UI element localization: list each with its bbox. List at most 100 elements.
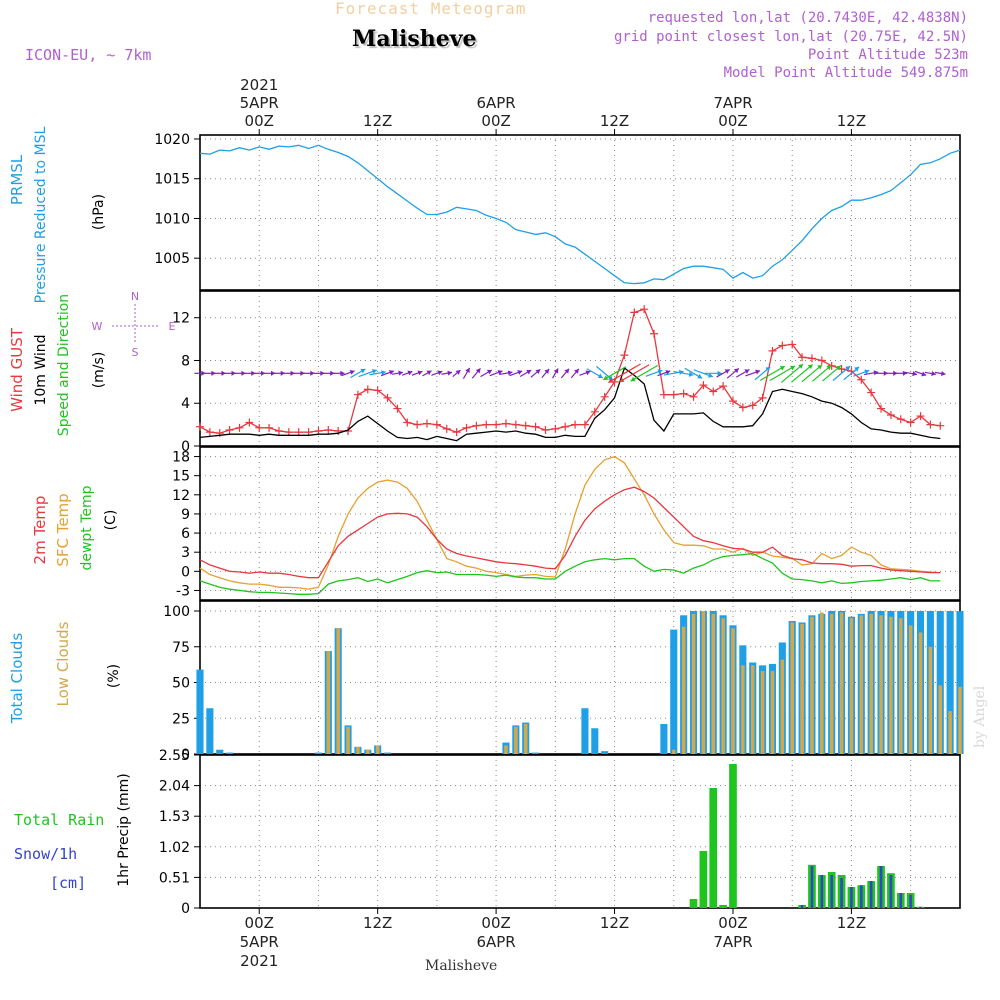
wind-arrow-head xyxy=(290,370,295,376)
total-cloud-bar xyxy=(956,611,964,754)
gust-point-marker xyxy=(561,422,570,431)
clouds-panel-frame xyxy=(199,600,961,755)
bottom-axis-label: 12Z xyxy=(363,914,392,932)
gust-point-marker xyxy=(255,423,264,432)
temperature-ytick-label: -3 xyxy=(176,583,190,599)
low-cloud-bar xyxy=(731,628,735,754)
wind-arrow-head xyxy=(789,365,795,371)
bottom-axis-label: 6APR xyxy=(476,933,515,951)
snow-bar xyxy=(830,875,833,908)
wind-arrow-head xyxy=(447,370,453,376)
wind-arrow-head xyxy=(817,364,823,370)
total-cloud-bar xyxy=(660,723,668,754)
gust-point-marker xyxy=(551,424,560,433)
bottom-axis-label: 7APR xyxy=(713,933,752,951)
top-axis-label: 12Z xyxy=(363,112,392,130)
wind-arrow-head xyxy=(371,369,377,374)
wind-arrow-head xyxy=(381,370,386,376)
snow-bar xyxy=(869,881,873,908)
t2m-label: 2m Temp xyxy=(31,496,49,565)
gust-point-marker xyxy=(393,404,402,413)
top-axis-label: 00Z xyxy=(718,112,747,130)
wind-arrow-head xyxy=(798,364,804,369)
wind-ytick-label: 4 xyxy=(181,396,190,412)
gust-point-marker xyxy=(225,425,234,434)
gust-point-marker xyxy=(600,392,609,401)
gust-point-marker xyxy=(432,420,441,429)
wind-ytick-label: 8 xyxy=(181,353,190,369)
gust-point-marker xyxy=(926,420,935,429)
gust-point-marker xyxy=(452,428,461,437)
grid-point-coords: grid point closest lon,lat (20.75E, 42.5… xyxy=(613,29,968,45)
bottom-axis-label: 2021 xyxy=(240,952,278,970)
bottom-axis-label: 12Z xyxy=(837,914,866,932)
temperature-ytick-label: 6 xyxy=(181,526,190,542)
clouds-ytick-label: 50 xyxy=(172,676,190,692)
wind-direction-arrow xyxy=(619,364,650,383)
wind-arrow-head xyxy=(300,370,305,376)
bottom-location-title: Malisheve xyxy=(425,958,498,974)
low-cloud-bar xyxy=(356,746,360,754)
wind-arrow-head xyxy=(526,370,532,375)
total-cloud-bar xyxy=(226,752,234,754)
gust-point-marker xyxy=(274,427,283,436)
pressure-unit-label: (hPa) xyxy=(91,194,107,230)
low-cloud-bar xyxy=(918,632,923,754)
bottom-axis-label: 12Z xyxy=(600,914,629,932)
wind-arrow-head xyxy=(340,370,345,376)
compass-north: N xyxy=(131,290,139,303)
top-axis-label: 12Z xyxy=(600,112,629,130)
wind-speed-direction-label: Speed and Direction xyxy=(56,294,72,436)
temperature-ytick-label: 9 xyxy=(181,507,190,523)
gust-point-marker xyxy=(501,419,510,428)
gust-point-marker xyxy=(205,428,214,437)
gust-point-marker xyxy=(492,420,501,429)
snow-bar xyxy=(889,875,893,908)
low-cloud-bar xyxy=(839,612,844,754)
top-axis-label: 00Z xyxy=(481,112,510,130)
wind-arrow-head xyxy=(517,370,523,375)
rain-bar xyxy=(689,899,698,908)
wind-direction-arrow xyxy=(791,363,814,383)
gust-point-marker xyxy=(353,390,362,399)
low-cloud-bar xyxy=(701,611,706,754)
top-axis-label: 12Z xyxy=(837,112,866,130)
gust-point-marker xyxy=(788,340,797,349)
low-cloud-bar xyxy=(928,646,933,754)
rain-bar xyxy=(719,905,727,908)
low-cloud-bar xyxy=(760,671,765,754)
total-cloud-bar xyxy=(216,749,224,754)
low-cloud-bar xyxy=(336,628,340,754)
snow-bar xyxy=(879,866,883,908)
gust-point-marker xyxy=(482,420,491,429)
snow-unit-label: [cm] xyxy=(50,874,86,892)
dewpoint-series-line xyxy=(199,552,941,595)
wind-10m-label: 10m Wind xyxy=(33,334,49,405)
precip-ytick-label: 2.55 xyxy=(159,748,190,764)
rain-bar xyxy=(699,851,708,908)
gust-point-marker xyxy=(906,418,915,427)
gust-point-marker xyxy=(896,415,905,424)
low-cloud-bar xyxy=(938,685,943,754)
wind-panel-frame xyxy=(199,290,961,447)
sfc-temp-series-line xyxy=(199,455,941,590)
gust-point-marker xyxy=(659,390,668,399)
rain-bar xyxy=(709,788,718,908)
temperature-panel-frame xyxy=(199,446,961,601)
low-cloud-bar xyxy=(780,659,785,754)
wind-arrow-head xyxy=(389,370,394,375)
total-cloud-bar xyxy=(936,611,944,754)
low-cloud-bar xyxy=(948,711,952,754)
wind-arrow-head xyxy=(697,373,703,379)
wind-direction-arrow xyxy=(759,365,786,381)
gust-point-marker xyxy=(768,346,777,355)
low-cloud-bar xyxy=(514,726,518,754)
gust-point-marker xyxy=(640,305,649,314)
wind-arrow-head xyxy=(211,370,216,376)
low-cloud-bar xyxy=(326,651,331,754)
bottom-axis-label: 00Z xyxy=(481,914,510,932)
low-cloud-bar xyxy=(671,749,676,754)
top-axis-label: 2021 xyxy=(240,76,278,94)
gust-point-marker xyxy=(748,401,757,410)
low-clouds-label: Low Clouds xyxy=(54,621,72,706)
